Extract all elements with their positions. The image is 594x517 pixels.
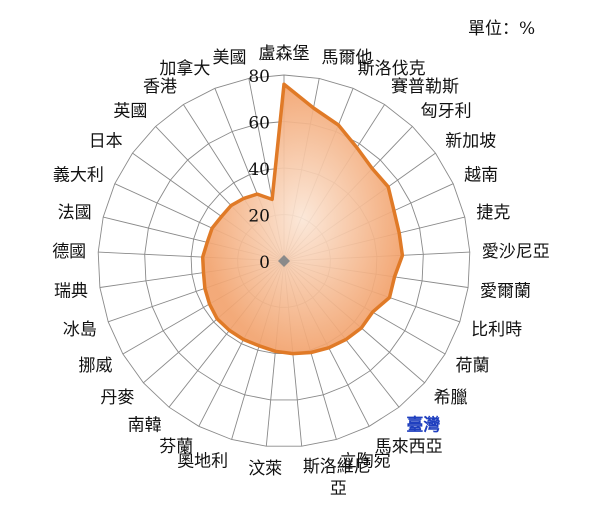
tick-label-20: 20 (248, 207, 270, 227)
series-layer (200, 82, 405, 356)
data-point-斯洛維尼亞 (292, 352, 294, 355)
grid-ring-80 (97, 74, 471, 447)
category-label-捷克: 捷克 (476, 203, 510, 223)
category-label-美國: 美國 (213, 48, 247, 68)
category-label-義大利: 義大利 (53, 166, 104, 186)
data-point-義大利 (211, 227, 213, 229)
category-label-比利時: 比利時 (471, 320, 522, 340)
data-point-愛沙尼亞 (401, 254, 404, 257)
category-label-馬爾他: 馬爾他 (322, 48, 373, 68)
data-point-法國 (206, 241, 208, 244)
tick-label-80: 80 (248, 67, 270, 87)
data-point-冰島 (204, 287, 206, 290)
data-point-芬蘭 (242, 338, 245, 341)
category-label-法國: 法國 (58, 203, 92, 223)
category-label-盧森堡: 盧森堡 (259, 44, 310, 64)
data-point-德國 (201, 256, 204, 258)
category-label-芬蘭: 芬蘭 (159, 437, 193, 457)
category-label-立陶宛: 立陶宛 (340, 452, 391, 472)
tick-label-60: 60 (248, 114, 270, 134)
grid-ring-60 (144, 121, 424, 401)
data-point-賽普勒斯 (356, 146, 358, 149)
unit-label: 單位：% (468, 19, 536, 39)
category-label-越南: 越南 (464, 166, 498, 186)
data-point-丹麥 (216, 318, 218, 320)
data-point-比利時 (388, 296, 391, 299)
category-label-斯洛維尼亞: 斯洛維尼亞 (303, 457, 371, 499)
category-label-南韓: 南韓 (128, 416, 162, 436)
data-point-越南 (393, 210, 395, 212)
data-point-汶萊 (274, 350, 277, 353)
data-point-立陶宛 (310, 351, 312, 354)
category-label-愛沙尼亞: 愛沙尼亞 (482, 242, 550, 262)
center-marker (278, 255, 290, 267)
category-label-香港: 香港 (143, 77, 177, 97)
data-point-香港 (243, 197, 245, 200)
data-point-馬來西亞 (327, 347, 330, 349)
category-label-馬來西亞: 馬來西亞 (375, 437, 443, 457)
data-point-瑞典 (202, 271, 205, 274)
data-point-盧森堡 (283, 83, 285, 86)
category-label-德國: 德國 (52, 242, 86, 262)
category-label-丹麥: 丹麥 (100, 388, 134, 408)
tick-label-0: 0 (259, 253, 270, 273)
data-point-斯洛伐克 (337, 124, 340, 126)
data-point-愛爾蘭 (393, 276, 396, 278)
category-label-奧地利: 奧地利 (177, 452, 228, 472)
data-point-挪威 (208, 303, 211, 305)
category-label-新加坡: 新加坡 (445, 131, 496, 151)
category-label-汶萊: 汶萊 (248, 459, 282, 479)
tick-label-40: 40 (248, 160, 270, 180)
data-point-奧地利 (258, 345, 260, 347)
category-label-希臘: 希臘 (434, 388, 468, 408)
category-label-英國: 英國 (113, 102, 147, 122)
data-point-加拿大 (256, 193, 259, 195)
data-point-美國 (271, 198, 273, 201)
category-labels: 盧森堡 馬爾他斯洛伐克賽普勒斯匈牙利新加坡越南捷克愛沙尼亞愛爾蘭比利時荷蘭希臘臺灣… (52, 44, 550, 499)
data-point-英國 (230, 204, 232, 207)
data-point-馬爾他 (312, 107, 315, 109)
data-point-捷克 (398, 232, 401, 234)
category-label-荷蘭: 荷蘭 (456, 356, 490, 376)
category-label-加拿大: 加拿大 (159, 58, 210, 79)
category-label-匈牙利: 匈牙利 (421, 102, 472, 122)
category-label-賽普勒斯: 賽普勒斯 (391, 76, 459, 97)
data-point-希臘 (360, 327, 363, 329)
category-label-臺灣: 臺灣 (406, 415, 440, 436)
radial-axis-ticks: 0 20 40 60 80 (248, 67, 270, 273)
category-label-愛爾蘭: 愛爾蘭 (480, 282, 531, 302)
series-area-0 (200, 82, 405, 356)
category-label-日本: 日本 (89, 131, 123, 151)
data-point-南韓 (228, 329, 231, 332)
category-label-挪威: 挪威 (79, 356, 113, 376)
data-point-臺灣 (345, 338, 347, 341)
data-point-匈牙利 (371, 167, 374, 170)
category-label-冰島: 冰島 (63, 320, 97, 340)
data-point-新加坡 (387, 186, 390, 188)
category-label-瑞典: 瑞典 (54, 282, 88, 302)
data-point-日本 (220, 215, 223, 218)
data-point-荷蘭 (371, 311, 374, 313)
category-label-斯洛伐克: 斯洛伐克 (358, 59, 426, 79)
